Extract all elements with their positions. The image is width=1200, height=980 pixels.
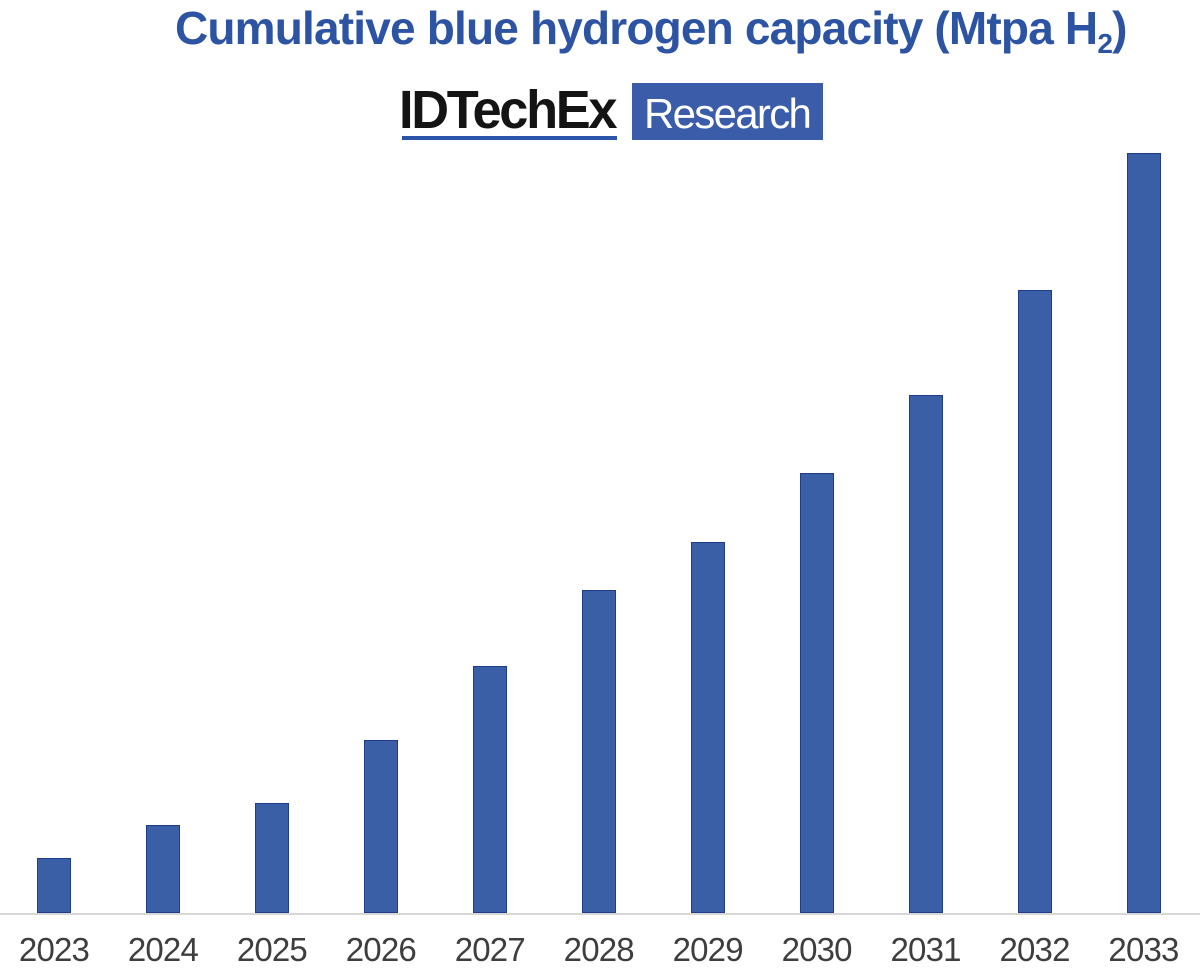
chart-title: Cumulative blue hydrogen capacity (Mtpa … [175,2,1127,58]
x-axis-line [0,912,1200,915]
bar-2024 [145,825,180,913]
bar-2030 [799,472,834,913]
bar-2031 [908,394,943,913]
bar-2023 [37,858,71,913]
idtechex-underline [402,135,617,140]
bar-2033 [1126,152,1161,913]
x-label-2026: 2026 [345,931,417,968]
research-badge: Research [632,83,823,140]
research-badge-label: Research [644,89,812,137]
bar-2028 [581,589,616,913]
x-axis-labels: 2023 2024 2025 2026 2027 2028 2029 2030 2031 2032… [0,930,1200,970]
x-label-2028: 2028 [563,931,635,968]
x-label-2031: 2031 [890,931,962,968]
bar-2032 [1017,290,1052,913]
chart-title-main: Cumulative blue hydrogen capacity (Mtpa … [175,2,1098,54]
chart-title-close-paren: ) [1112,2,1127,54]
chart-title-subscript: 2 [1097,28,1113,59]
bar-2029 [690,542,725,913]
x-label-2023: 2023 [18,931,90,968]
x-label-2027: 2027 [454,931,526,968]
x-label-2033: 2033 [1108,931,1179,968]
bar-chart-plot-area [37,152,1161,913]
x-label-2032: 2032 [999,931,1070,968]
idtechex-wordmark: IDTechEx [399,79,618,140]
bar-2026 [363,739,398,913]
x-label-2025: 2025 [236,931,308,968]
bar-2025 [254,802,289,913]
bar-2027 [472,665,507,913]
x-label-2024: 2024 [127,931,199,968]
x-label-2029: 2029 [672,931,744,968]
x-label-2030: 2030 [781,931,853,968]
